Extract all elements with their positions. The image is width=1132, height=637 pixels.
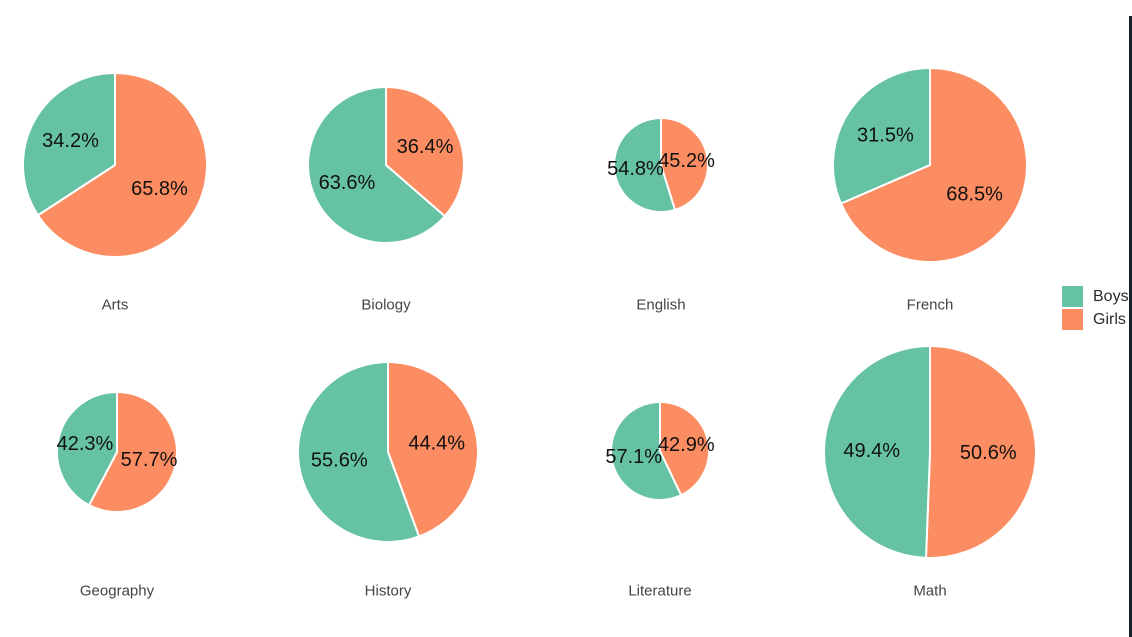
- pie-label-boys-biology: 63.6%: [319, 172, 376, 194]
- legend-label: Boys: [1093, 288, 1129, 305]
- pie-label-girls-history: 44.4%: [408, 432, 465, 454]
- category-label-french: French: [907, 297, 954, 314]
- pie-slice-girls-history: [387, 361, 479, 538]
- pie-slice-boys-french: [832, 67, 931, 205]
- pie-slice-girls-arts: [36, 72, 208, 258]
- pie-label-boys-math: 49.4%: [843, 440, 900, 462]
- pie-label-boys-french: 31.5%: [857, 125, 914, 147]
- pie-slice-girls-french: [839, 67, 1028, 263]
- pie-slice-girls-math: [925, 345, 1037, 559]
- adjacent-window-edge: [1129, 16, 1132, 637]
- category-label-biology: Biology: [361, 297, 411, 314]
- legend-label: Girls: [1093, 311, 1126, 328]
- pie-label-boys-english: 54.8%: [607, 158, 664, 180]
- pie-slice-boys-literature: [610, 401, 683, 501]
- pie-label-girls-literature: 42.9%: [658, 434, 715, 456]
- legend-swatch-boys: [1062, 286, 1083, 307]
- category-label-literature: Literature: [628, 583, 691, 600]
- category-label-geography: Geography: [80, 583, 155, 600]
- pie-slice-girls-literature: [659, 401, 710, 497]
- pie-label-girls-english: 45.2%: [658, 150, 715, 172]
- pie-slice-boys-english: [613, 117, 676, 213]
- pie-label-girls-arts: 65.8%: [131, 178, 188, 200]
- pie-label-boys-literature: 57.1%: [605, 446, 662, 468]
- pie-label-girls-math: 50.6%: [960, 442, 1017, 464]
- category-label-history: History: [365, 583, 412, 600]
- pie-label-boys-arts: 34.2%: [42, 130, 99, 152]
- category-label-english: English: [636, 297, 685, 314]
- category-label-arts: Arts: [102, 297, 129, 314]
- category-label-math: Math: [913, 583, 946, 600]
- pie-label-boys-history: 55.6%: [311, 450, 368, 472]
- legend: Boys Girls: [1062, 286, 1129, 330]
- pie-slice-boys-arts: [22, 72, 116, 217]
- pie-slice-boys-history: [297, 361, 421, 543]
- pie-label-girls-biology: 36.4%: [397, 136, 454, 158]
- pie-slice-girls-english: [660, 117, 709, 211]
- pie-label-girls-geography: 57.7%: [121, 449, 178, 471]
- pie-slice-boys-math: [823, 345, 931, 559]
- legend-swatch-girls: [1062, 309, 1083, 330]
- pie-label-boys-geography: 42.3%: [57, 433, 114, 455]
- pie-slice-boys-biology: [307, 86, 446, 244]
- pie-slice-girls-biology: [385, 86, 465, 218]
- pie-slice-girls-geography: [88, 391, 178, 513]
- legend-item-girls[interactable]: Girls: [1062, 309, 1129, 330]
- pie-slice-boys-geography: [56, 391, 118, 507]
- pie-label-girls-french: 68.5%: [946, 183, 1003, 205]
- legend-item-boys[interactable]: Boys: [1062, 286, 1129, 307]
